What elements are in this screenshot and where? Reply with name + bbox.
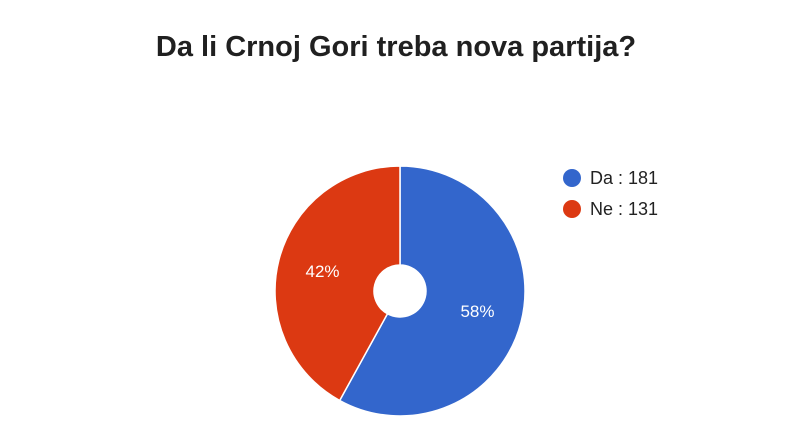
slice-label-da: 58%	[460, 302, 494, 321]
pie-slice-ne	[274, 165, 401, 402]
pie-slices	[274, 165, 526, 417]
legend-label-da: Da : 181	[590, 168, 658, 188]
legend-label-ne: Ne : 131	[590, 199, 658, 219]
legend: Da : 181 Ne : 131	[563, 168, 658, 219]
slice-labels: 58% 42%	[306, 262, 495, 321]
legend-marker-ne	[563, 200, 581, 218]
legend-marker-da	[563, 169, 581, 187]
slice-label-ne: 42%	[306, 262, 340, 281]
pie-slice-da	[338, 165, 526, 417]
chart-title: Da li Crnoj Gori treba nova partija?	[156, 31, 636, 63]
